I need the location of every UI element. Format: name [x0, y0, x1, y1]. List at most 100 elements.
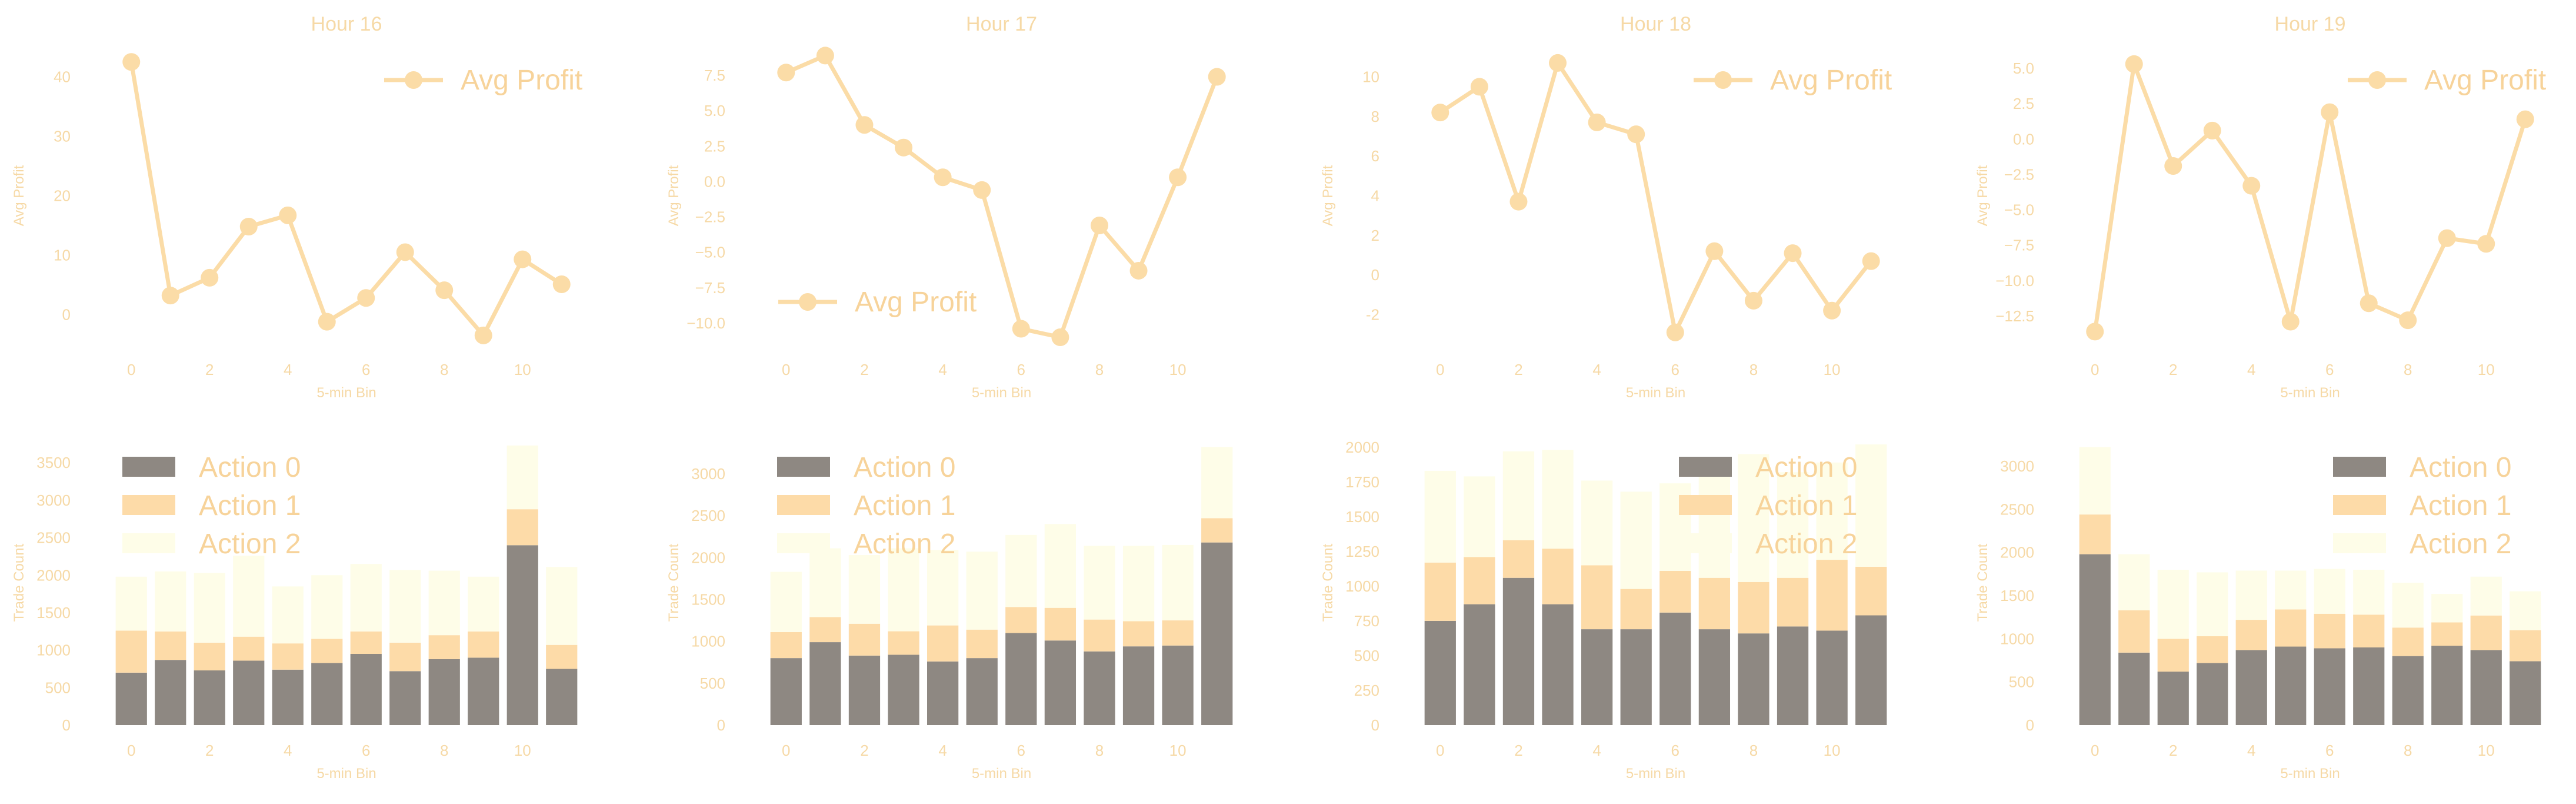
bar-segment: [1502, 451, 1535, 540]
legend-label: Action 1: [1755, 490, 1857, 521]
bar-segment: [1777, 472, 1809, 578]
y-tick-label: −2.5: [695, 208, 725, 226]
y-tick-label: 6: [1371, 147, 1379, 165]
y-tick-label: 3000: [2000, 457, 2034, 475]
chart-title: Hour 18: [1620, 13, 1691, 35]
bar-segment: [2157, 672, 2189, 725]
x-tick-label: 6: [362, 742, 370, 759]
y-tick-label: 1000: [691, 633, 725, 650]
bar-segment: [350, 564, 382, 632]
bar-segment: [506, 445, 538, 510]
y-tick-label: 0: [717, 716, 725, 734]
bar-segment: [428, 659, 460, 725]
data-point: [514, 250, 532, 268]
legend-swatch: [1679, 533, 1732, 553]
y-tick-label: -2: [1366, 306, 1379, 324]
data-point: [1509, 192, 1528, 211]
bar-segment: [1738, 454, 1769, 582]
x-tick-label: 8: [1095, 742, 1104, 759]
legend-label: Action 2: [1755, 529, 1857, 560]
bar-segment: [1162, 620, 1194, 646]
bar-segment: [2392, 583, 2424, 628]
bar-segment: [1855, 566, 1887, 616]
legend-label: Avg Profit: [1770, 65, 1892, 96]
bar-segment: [1581, 480, 1613, 566]
bar-segment: [2431, 594, 2463, 623]
legend-label: Action 2: [854, 529, 955, 560]
x-tick-label: 4: [938, 361, 947, 378]
bar-segment: [1738, 582, 1769, 634]
x-tick-label: 2: [860, 361, 868, 378]
bar-segment: [2353, 647, 2385, 725]
data-point: [1090, 217, 1108, 234]
bar-segment: [2353, 614, 2385, 647]
legend-label: Action 1: [2410, 490, 2511, 521]
y-tick-label: 2500: [2000, 500, 2034, 518]
x-tick-label: 4: [284, 742, 292, 759]
bar-segment: [1044, 640, 1077, 725]
bar-segment: [2118, 652, 2150, 725]
y-tick-label: 2.5: [704, 137, 725, 155]
data-point: [1588, 113, 1606, 131]
bar-segment: [1542, 450, 1574, 549]
bar-segment: [194, 573, 225, 643]
x-tick-label: 6: [362, 361, 370, 378]
data-point: [2438, 229, 2456, 247]
y-tick-label: 0: [1371, 266, 1379, 284]
x-tick-label: 0: [2091, 361, 2099, 378]
bar-segment: [155, 660, 186, 725]
y-tick-label: 2.5: [2013, 95, 2034, 112]
bar-segment: [2431, 622, 2463, 646]
bar-segment: [1620, 491, 1652, 589]
y-tick-label: −5.0: [2004, 201, 2034, 219]
y-tick-label: 1000: [1345, 577, 1379, 595]
bar-segment: [1738, 633, 1769, 725]
data-point: [1862, 252, 1880, 270]
bar-segment: [115, 672, 147, 725]
x-tick-label: 6: [1671, 361, 1679, 378]
y-tick-label: 3000: [691, 465, 725, 483]
x-axis-label: 5-min Bin: [972, 766, 1031, 782]
series-line: [129, 61, 563, 338]
bar-segment: [1542, 604, 1574, 725]
x-tick-label: 8: [1749, 742, 1758, 759]
y-tick-label: 0.0: [704, 172, 725, 190]
x-tick-label: 10: [514, 361, 531, 378]
bar-segment: [115, 630, 147, 673]
bar-segment: [2353, 570, 2385, 615]
data-point: [1208, 68, 1226, 86]
bar-segment: [1201, 447, 1233, 519]
y-tick-label: 5.0: [704, 102, 725, 119]
legend-swatch: [122, 533, 175, 553]
bar-segment: [2197, 636, 2228, 663]
bar-segment: [389, 642, 421, 672]
data-point: [895, 138, 913, 157]
bar-segment: [2118, 610, 2150, 653]
data-point: [1549, 54, 1567, 72]
data-point: [474, 326, 492, 344]
y-tick-label: 2000: [2000, 544, 2034, 562]
data-point: [1627, 125, 1645, 144]
legend-marker: [799, 293, 817, 311]
x-axis-label: 5-min Bin: [972, 385, 1031, 401]
y-axis-label: Avg Profit: [11, 165, 27, 226]
bar-segment: [1084, 619, 1115, 652]
x-tick-label: 2: [205, 742, 214, 759]
y-tick-label: 500: [2009, 673, 2034, 691]
bar-segment: [1659, 570, 1691, 613]
y-tick-label: 2000: [691, 549, 725, 566]
y-tick-label: 1500: [2000, 587, 2034, 604]
bar-segment: [2510, 661, 2541, 725]
data-point: [2203, 121, 2221, 139]
x-tick-label: 8: [2404, 361, 2412, 378]
bar-segment: [155, 571, 186, 632]
data-point: [318, 313, 336, 331]
data-point: [1666, 323, 1684, 341]
y-tick-label: 1750: [1345, 473, 1379, 491]
bar-segment: [546, 644, 578, 669]
bar-segment: [1464, 476, 1495, 557]
data-point: [435, 281, 454, 300]
bar-segment: [966, 551, 998, 630]
bar-segment: [927, 625, 959, 662]
